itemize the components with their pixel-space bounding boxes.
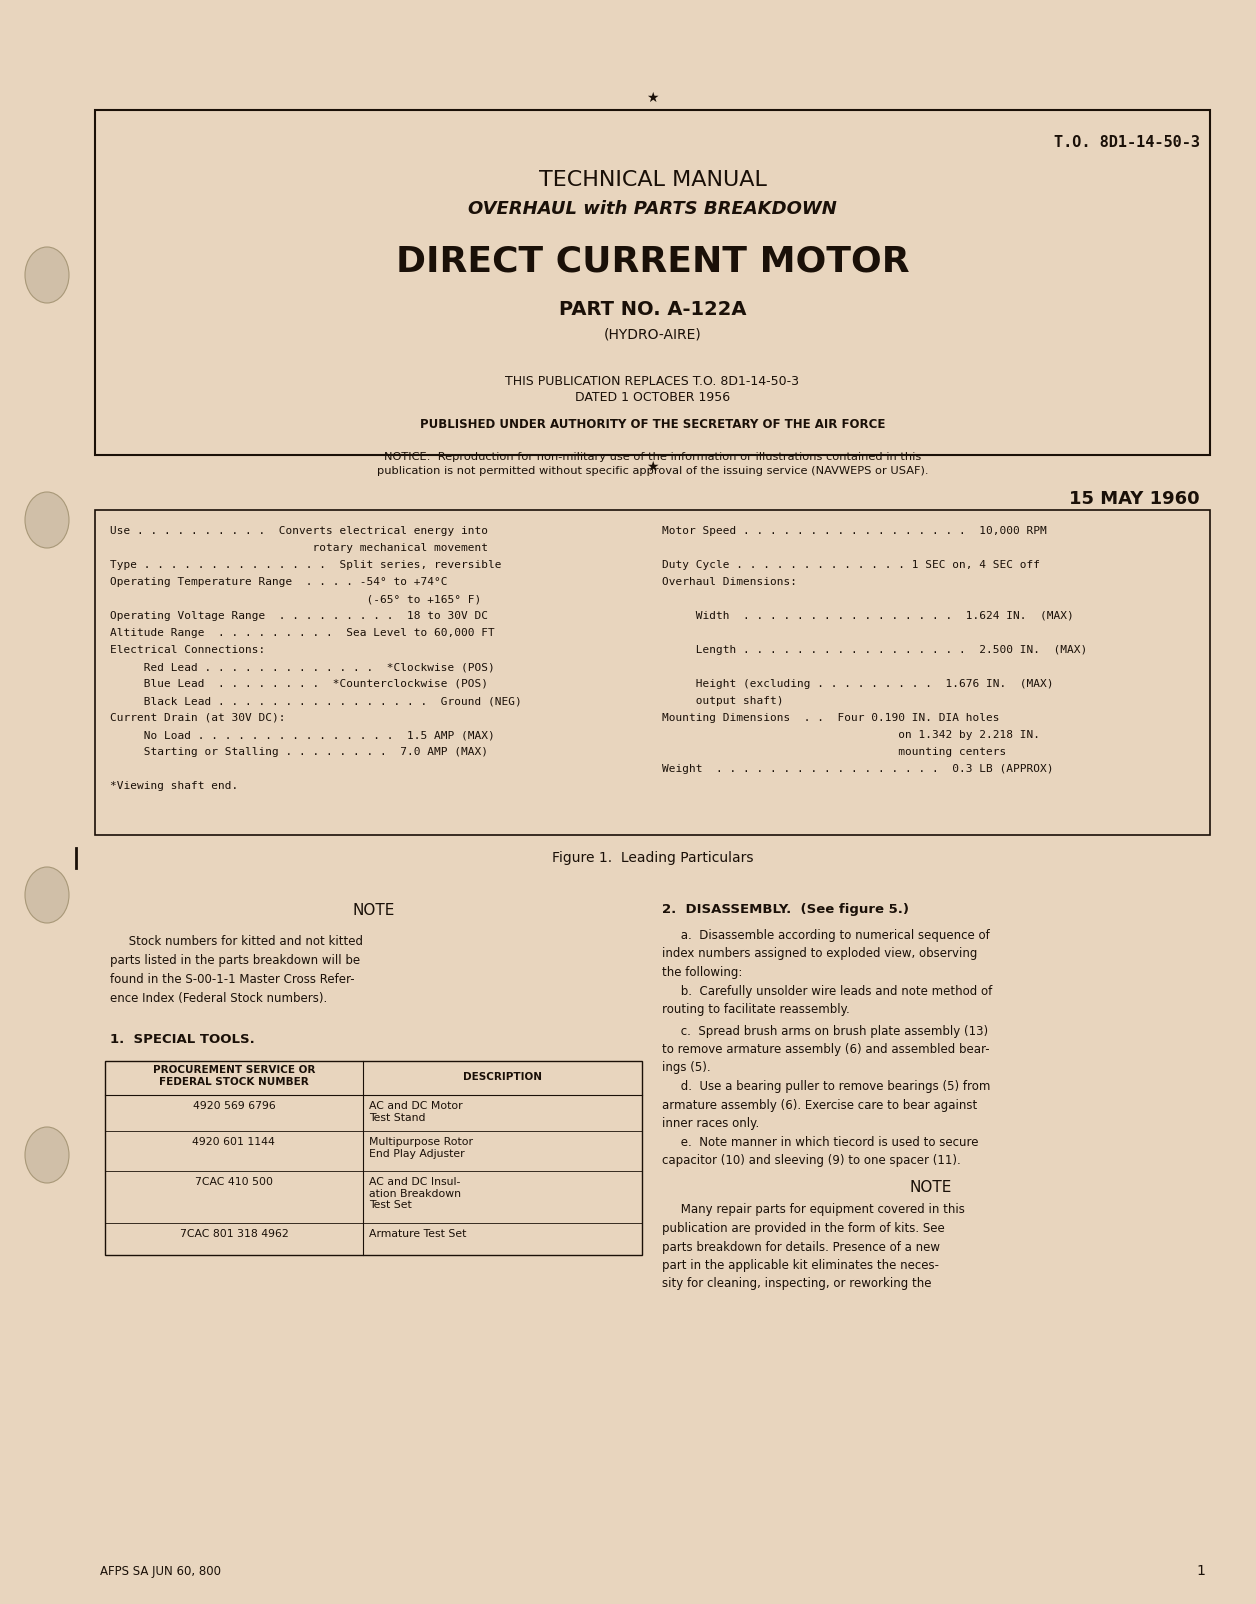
Bar bbox=[106, 1060, 642, 1254]
Text: (-65° to +165° F): (-65° to +165° F) bbox=[111, 593, 481, 605]
Text: Weight  . . . . . . . . . . . . . . . . .  0.3 LB (APPROX): Weight . . . . . . . . . . . . . . . . .… bbox=[662, 764, 1054, 775]
Text: 2.  DISASSEMBLY.  (See figure 5.): 2. DISASSEMBLY. (See figure 5.) bbox=[662, 903, 909, 916]
Text: output shaft): output shaft) bbox=[662, 696, 784, 706]
Text: AC and DC Motor
Test Stand: AC and DC Motor Test Stand bbox=[369, 1100, 462, 1123]
Text: Motor Speed . . . . . . . . . . . . . . . . .  10,000 RPM: Motor Speed . . . . . . . . . . . . . . … bbox=[662, 526, 1046, 536]
Text: TECHNICAL MANUAL: TECHNICAL MANUAL bbox=[539, 170, 766, 189]
Text: d.  Use a bearing puller to remove bearings (5) from
armature assembly (6). Exer: d. Use a bearing puller to remove bearin… bbox=[662, 1079, 991, 1129]
Text: DESCRIPTION: DESCRIPTION bbox=[463, 1071, 541, 1083]
Text: ★: ★ bbox=[647, 91, 658, 104]
Ellipse shape bbox=[25, 247, 69, 303]
Text: T.O. 8D1-14-50-3: T.O. 8D1-14-50-3 bbox=[1054, 135, 1199, 151]
Text: Width  . . . . . . . . . . . . . . . .  1.624 IN.  (MAX): Width . . . . . . . . . . . . . . . . 1.… bbox=[662, 611, 1074, 621]
Text: Red Lead . . . . . . . . . . . . .  *Clockwise (POS): Red Lead . . . . . . . . . . . . . *Cloc… bbox=[111, 662, 495, 672]
Ellipse shape bbox=[25, 868, 69, 922]
Text: e.  Note manner in which tiecord is used to secure
capacitor (10) and sleeving (: e. Note manner in which tiecord is used … bbox=[662, 1136, 978, 1168]
Text: rotary mechanical movement: rotary mechanical movement bbox=[111, 544, 489, 553]
Text: Use . . . . . . . . . .  Converts electrical energy into: Use . . . . . . . . . . Converts electri… bbox=[111, 526, 489, 536]
Text: Electrical Connections:: Electrical Connections: bbox=[111, 645, 265, 654]
Text: Duty Cycle . . . . . . . . . . . . . 1 SEC on, 4 SEC off: Duty Cycle . . . . . . . . . . . . . 1 S… bbox=[662, 560, 1040, 569]
Text: Blue Lead  . . . . . . . .  *Counterclockwise (POS): Blue Lead . . . . . . . . *Counterclockw… bbox=[111, 678, 489, 690]
Text: Many repair parts for equipment covered in this
publication are provided in the : Many repair parts for equipment covered … bbox=[662, 1203, 965, 1291]
Text: Figure 1.  Leading Particulars: Figure 1. Leading Particulars bbox=[551, 852, 754, 865]
Text: (HYDRO-AIRE): (HYDRO-AIRE) bbox=[604, 327, 701, 342]
Text: THIS PUBLICATION REPLACES T.O. 8D1-14-50-3: THIS PUBLICATION REPLACES T.O. 8D1-14-50… bbox=[505, 375, 800, 388]
Text: Height (excluding . . . . . . . . .  1.676 IN.  (MAX): Height (excluding . . . . . . . . . 1.67… bbox=[662, 678, 1054, 690]
Text: 7CAC 801 318 4962: 7CAC 801 318 4962 bbox=[180, 1229, 289, 1238]
Ellipse shape bbox=[25, 492, 69, 549]
Text: DIRECT CURRENT MOTOR: DIRECT CURRENT MOTOR bbox=[396, 245, 909, 279]
Text: NOTE: NOTE bbox=[353, 903, 394, 917]
Text: 15 MAY 1960: 15 MAY 1960 bbox=[1069, 489, 1199, 508]
Text: 1: 1 bbox=[1196, 1564, 1205, 1578]
Text: No Load . . . . . . . . . . . . . . .  1.5 AMP (MAX): No Load . . . . . . . . . . . . . . . 1.… bbox=[111, 730, 495, 739]
Text: Black Lead . . . . . . . . . . . . . . . .  Ground (NEG): Black Lead . . . . . . . . . . . . . . .… bbox=[111, 696, 521, 706]
Text: NOTE: NOTE bbox=[909, 1181, 952, 1195]
Text: 1.  SPECIAL TOOLS.: 1. SPECIAL TOOLS. bbox=[111, 1033, 255, 1046]
Text: Armature Test Set: Armature Test Set bbox=[369, 1229, 466, 1238]
Text: 4920 569 6796: 4920 569 6796 bbox=[192, 1100, 275, 1112]
Text: PUBLISHED UNDER AUTHORITY OF THE SECRETARY OF THE AIR FORCE: PUBLISHED UNDER AUTHORITY OF THE SECRETA… bbox=[420, 419, 885, 431]
Text: NOTICE:  Reproduction for non-military use of the information or illustrations c: NOTICE: Reproduction for non-military us… bbox=[377, 452, 928, 476]
Text: 4920 601 1144: 4920 601 1144 bbox=[192, 1137, 275, 1147]
Text: Operating Voltage Range  . . . . . . . . .  18 to 30V DC: Operating Voltage Range . . . . . . . . … bbox=[111, 611, 489, 621]
Text: Starting or Stalling . . . . . . . .  7.0 AMP (MAX): Starting or Stalling . . . . . . . . 7.0… bbox=[111, 747, 489, 757]
Bar bbox=[95, 111, 1210, 456]
Text: AFPS SA JUN 60, 800: AFPS SA JUN 60, 800 bbox=[100, 1566, 221, 1578]
Text: mounting centers: mounting centers bbox=[662, 747, 1006, 757]
Text: on 1.342 by 2.218 IN.: on 1.342 by 2.218 IN. bbox=[662, 730, 1040, 739]
Text: 7CAC 410 500: 7CAC 410 500 bbox=[195, 1177, 273, 1187]
Text: b.  Carefully unsolder wire leads and note method of
routing to facilitate reass: b. Carefully unsolder wire leads and not… bbox=[662, 985, 992, 1015]
Text: Current Drain (at 30V DC):: Current Drain (at 30V DC): bbox=[111, 714, 285, 723]
Text: Multipurpose Rotor
End Play Adjuster: Multipurpose Rotor End Play Adjuster bbox=[369, 1137, 472, 1158]
Text: Operating Temperature Range  . . . . -54° to +74°C: Operating Temperature Range . . . . -54°… bbox=[111, 577, 447, 587]
Text: AC and DC Insul-
ation Breakdown
Test Set: AC and DC Insul- ation Breakdown Test Se… bbox=[369, 1177, 461, 1209]
Text: Altitude Range  . . . . . . . . .  Sea Level to 60,000 FT: Altitude Range . . . . . . . . . Sea Lev… bbox=[111, 629, 495, 638]
Text: Type . . . . . . . . . . . . . .  Split series, reversible: Type . . . . . . . . . . . . . . Split s… bbox=[111, 560, 501, 569]
Text: *Viewing shaft end.: *Viewing shaft end. bbox=[111, 781, 239, 791]
Bar bbox=[95, 510, 1210, 836]
Text: PART NO. A-122A: PART NO. A-122A bbox=[559, 300, 746, 319]
Text: c.  Spread brush arms on brush plate assembly (13)
to remove armature assembly (: c. Spread brush arms on brush plate asse… bbox=[662, 1025, 990, 1075]
Text: Length . . . . . . . . . . . . . . . . .  2.500 IN.  (MAX): Length . . . . . . . . . . . . . . . . .… bbox=[662, 645, 1088, 654]
Ellipse shape bbox=[25, 1128, 69, 1184]
Text: Mounting Dimensions  . .  Four 0.190 IN. DIA holes: Mounting Dimensions . . Four 0.190 IN. D… bbox=[662, 714, 1000, 723]
Text: a.  Disassemble according to numerical sequence of
index numbers assigned to exp: a. Disassemble according to numerical se… bbox=[662, 929, 990, 978]
Text: OVERHAUL with PARTS BREAKDOWN: OVERHAUL with PARTS BREAKDOWN bbox=[468, 200, 836, 218]
Text: DATED 1 OCTOBER 1956: DATED 1 OCTOBER 1956 bbox=[575, 391, 730, 404]
Text: PROCUREMENT SERVICE OR
FEDERAL STOCK NUMBER: PROCUREMENT SERVICE OR FEDERAL STOCK NUM… bbox=[153, 1065, 315, 1086]
Text: Stock numbers for kitted and not kitted
parts listed in the parts breakdown will: Stock numbers for kitted and not kitted … bbox=[111, 935, 363, 1006]
Text: Overhaul Dimensions:: Overhaul Dimensions: bbox=[662, 577, 798, 587]
Text: ★: ★ bbox=[647, 460, 658, 475]
